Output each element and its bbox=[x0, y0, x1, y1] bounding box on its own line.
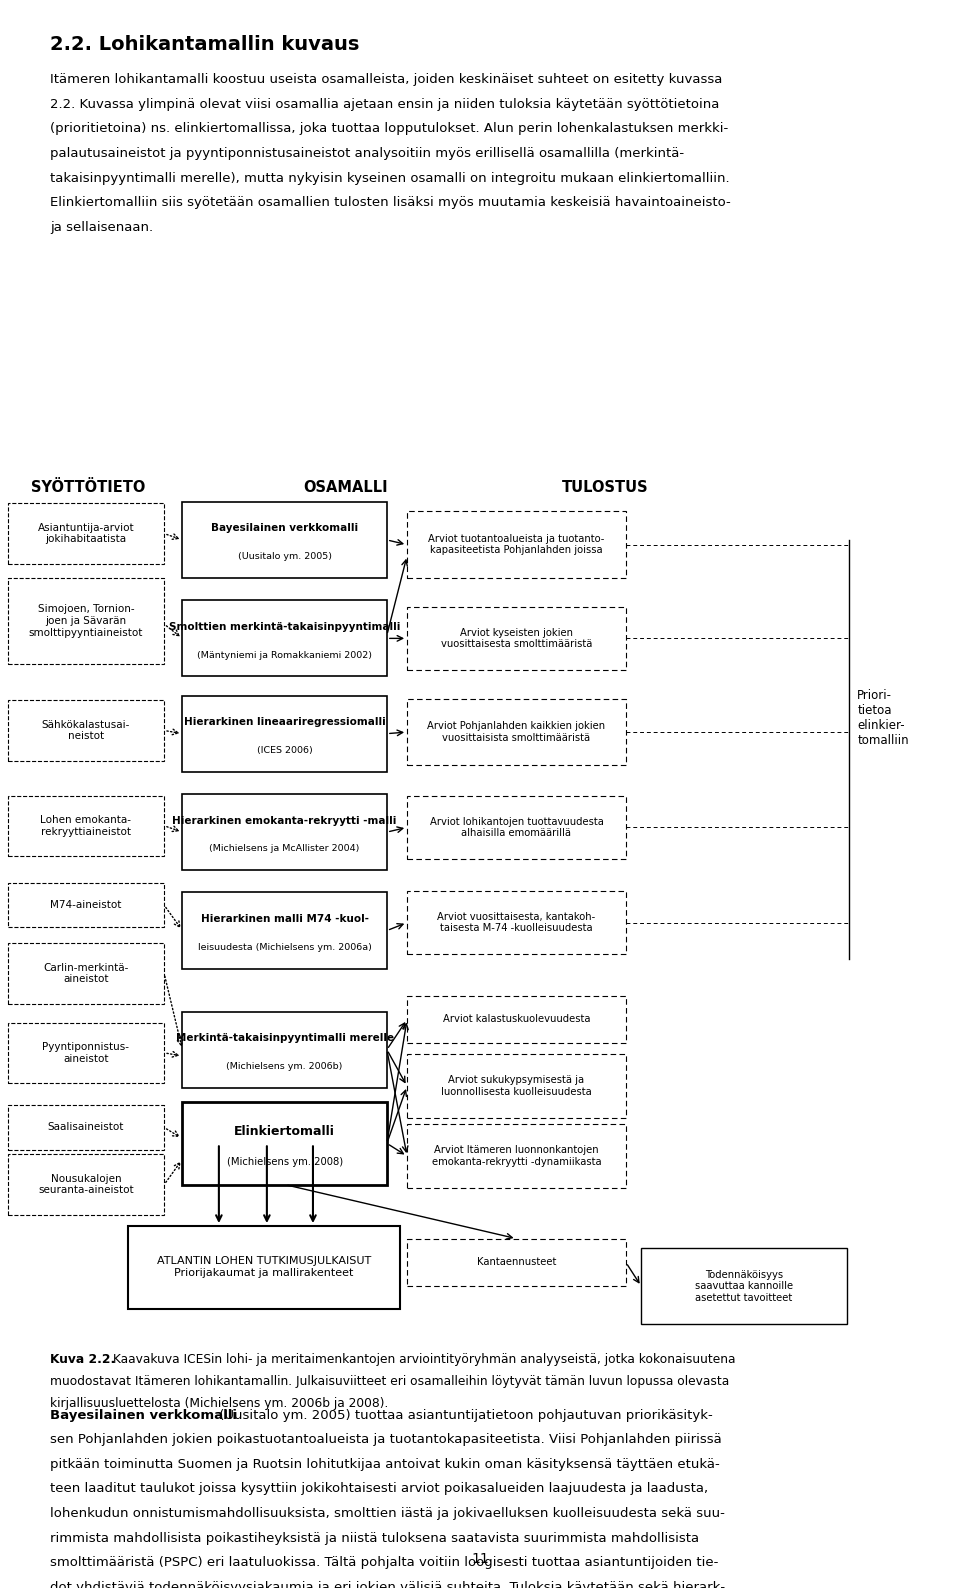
Text: Smolttien merkintä-takaisinpyyntimalli: Smolttien merkintä-takaisinpyyntimalli bbox=[169, 622, 400, 632]
FancyBboxPatch shape bbox=[407, 607, 626, 670]
Text: Priori-
tietoa
elinkier-
tomalliin: Priori- tietoa elinkier- tomalliin bbox=[857, 689, 909, 746]
Text: Elinkiertomalli: Elinkiertomalli bbox=[234, 1126, 335, 1139]
Text: (ICES 2006): (ICES 2006) bbox=[256, 746, 313, 754]
Text: kirjallisuusluettelosta (Michielsens ym. 2006b ja 2008).: kirjallisuusluettelosta (Michielsens ym.… bbox=[50, 1397, 388, 1410]
Text: (prioritietoina) ns. elinkiertomallissa, joka tuottaa lopputulokset. Alun perin : (prioritietoina) ns. elinkiertomallissa,… bbox=[50, 122, 729, 135]
FancyBboxPatch shape bbox=[182, 794, 387, 870]
Text: Saalisaineistot: Saalisaineistot bbox=[48, 1123, 124, 1132]
Text: Arviot sukukypsymisestä ja
luonnollisesta kuolleisuudesta: Arviot sukukypsymisestä ja luonnollisest… bbox=[441, 1075, 592, 1097]
Text: Arviot kyseisten jokien
vuosittaisesta smolttimääristä: Arviot kyseisten jokien vuosittaisesta s… bbox=[441, 627, 592, 649]
Text: Arviot kalastuskuolevuudesta: Arviot kalastuskuolevuudesta bbox=[443, 1015, 590, 1024]
FancyBboxPatch shape bbox=[8, 883, 164, 927]
Text: Arviot Pohjanlahden kaikkien jokien
vuosittaisista smolttimääristä: Arviot Pohjanlahden kaikkien jokien vuos… bbox=[427, 721, 606, 743]
Text: OSAMALLI: OSAMALLI bbox=[303, 480, 388, 495]
Text: Sähkökalastusai-
neistot: Sähkökalastusai- neistot bbox=[41, 719, 131, 742]
Text: ja sellaisenaan.: ja sellaisenaan. bbox=[50, 221, 153, 233]
Text: 2.2. Lohikantamallin kuvaus: 2.2. Lohikantamallin kuvaus bbox=[50, 35, 359, 54]
Text: pitkään toiminutta Suomen ja Ruotsin lohitutkijaa antoivat kukin oman käsityksen: pitkään toiminutta Suomen ja Ruotsin loh… bbox=[50, 1458, 720, 1470]
Text: leisuudesta (Michielsens ym. 2006a): leisuudesta (Michielsens ym. 2006a) bbox=[198, 943, 372, 951]
Text: Hierarkinen lineaariregressiomalli: Hierarkinen lineaariregressiomalli bbox=[183, 718, 386, 727]
Text: 11: 11 bbox=[471, 1553, 489, 1566]
Text: Nousukalojen
seuranta-aineistot: Nousukalojen seuranta-aineistot bbox=[38, 1174, 133, 1196]
FancyBboxPatch shape bbox=[641, 1248, 847, 1324]
FancyBboxPatch shape bbox=[182, 696, 387, 772]
Text: dot yhdistäviä todennäköisyysjakaumia ja eri jokien välisiä suhteita. Tuloksia k: dot yhdistäviä todennäköisyysjakaumia ja… bbox=[50, 1582, 725, 1588]
Text: Kaavakuva ICESin lohi- ja meritaimenkantojen arviointityöryhmän analyyseistä, jo: Kaavakuva ICESin lohi- ja meritaimenkant… bbox=[109, 1353, 736, 1366]
Text: sen Pohjanlahden jokien poikastuotantoalueista ja tuotantokapasiteetista. Viisi : sen Pohjanlahden jokien poikastuotantoal… bbox=[50, 1432, 722, 1447]
Text: Arviot tuotantoalueista ja tuotanto-
kapasiteetista Pohjanlahden joissa: Arviot tuotantoalueista ja tuotanto- kap… bbox=[428, 534, 605, 556]
Text: Bayesilainen verkkomalli: Bayesilainen verkkomalli bbox=[211, 524, 358, 534]
FancyBboxPatch shape bbox=[8, 1154, 164, 1215]
FancyBboxPatch shape bbox=[407, 1239, 626, 1286]
FancyBboxPatch shape bbox=[407, 511, 626, 578]
Text: Elinkiertomalliin siis syötetään osamallien tulosten lisäksi myös muutamia keske: Elinkiertomalliin siis syötetään osamall… bbox=[50, 195, 731, 210]
Text: Arviot Itämeren luonnonkantojen
emokanta-rekryytti -dynamiikasta: Arviot Itämeren luonnonkantojen emokanta… bbox=[432, 1145, 601, 1167]
Text: Kantaennusteet: Kantaennusteet bbox=[477, 1258, 556, 1267]
Text: rimmista mahdollisista poikastiheyksistä ja niistä tuloksena saatavista suurimmi: rimmista mahdollisista poikastiheyksistä… bbox=[50, 1531, 699, 1545]
Text: smolttimääristä (PSPC) eri laatuluokissa. Tältä pohjalta voitiin loogisesti tuot: smolttimääristä (PSPC) eri laatuluokissa… bbox=[50, 1556, 718, 1569]
Text: Asiantuntija-arviot
jokihabitaatista: Asiantuntija-arviot jokihabitaatista bbox=[37, 522, 134, 545]
Text: Kuva 2.2.: Kuva 2.2. bbox=[50, 1353, 115, 1366]
Text: Lohen emokanta-
rekryyttiaineistot: Lohen emokanta- rekryyttiaineistot bbox=[40, 815, 132, 837]
Text: palautusaineistot ja pyyntiponnistusaineistot analysoitiin myös erillisellä osam: palautusaineistot ja pyyntiponnistusaine… bbox=[50, 146, 684, 160]
Text: Todennäköisyys
saavuttaa kannoille
asetettut tavoitteet: Todennäköisyys saavuttaa kannoille asete… bbox=[695, 1270, 793, 1302]
FancyBboxPatch shape bbox=[407, 1124, 626, 1188]
Text: Carlin-merkintä-
aineistot: Carlin-merkintä- aineistot bbox=[43, 962, 129, 985]
Text: teen laaditut taulukot joissa kysyttiin jokikohtaisesti arviot poikasalueiden la: teen laaditut taulukot joissa kysyttiin … bbox=[50, 1483, 708, 1496]
FancyBboxPatch shape bbox=[128, 1226, 400, 1309]
Text: Simojoen, Tornion-
joen ja Sävarän
smolttipyyntiaineistot: Simojoen, Tornion- joen ja Sävarän smolt… bbox=[29, 605, 143, 637]
FancyBboxPatch shape bbox=[407, 996, 626, 1043]
FancyBboxPatch shape bbox=[8, 1105, 164, 1150]
Text: Bayesilainen verkkomalli: Bayesilainen verkkomalli bbox=[50, 1409, 237, 1421]
Text: ATLANTIN LOHEN TUTKIMUSJULKAISUT
Priorijakaumat ja mallirakenteet: ATLANTIN LOHEN TUTKIMUSJULKAISUT Priorij… bbox=[156, 1256, 372, 1278]
Text: (Michielsens ym. 2008): (Michielsens ym. 2008) bbox=[227, 1156, 343, 1167]
Text: Merkintä-takaisinpyyntimalli merelle: Merkintä-takaisinpyyntimalli merelle bbox=[176, 1034, 394, 1043]
FancyBboxPatch shape bbox=[8, 578, 164, 664]
FancyBboxPatch shape bbox=[407, 891, 626, 954]
FancyBboxPatch shape bbox=[8, 700, 164, 761]
FancyBboxPatch shape bbox=[8, 503, 164, 564]
Text: (Mäntyniemi ja Romakkaniemi 2002): (Mäntyniemi ja Romakkaniemi 2002) bbox=[197, 651, 372, 659]
FancyBboxPatch shape bbox=[182, 600, 387, 676]
Text: Pyyntiponnistus-
aineistot: Pyyntiponnistus- aineistot bbox=[42, 1042, 130, 1064]
Text: lohenkudun onnistumismahdollisuuksista, smolttien iästä ja jokivaelluksen kuolle: lohenkudun onnistumismahdollisuuksista, … bbox=[50, 1507, 725, 1520]
Text: Arviot vuosittaisesta, kantakoh-
taisesta M-74 -kuolleisuudesta: Arviot vuosittaisesta, kantakoh- taisest… bbox=[438, 912, 595, 934]
FancyBboxPatch shape bbox=[182, 502, 387, 578]
Text: (Michielsens ym. 2006b): (Michielsens ym. 2006b) bbox=[227, 1062, 343, 1070]
Text: muodostavat Itämeren lohikantamallin. Julkaisuviitteet eri osamalleihin löytyvät: muodostavat Itämeren lohikantamallin. Ju… bbox=[50, 1375, 730, 1388]
Text: (Michielsens ja McAllister 2004): (Michielsens ja McAllister 2004) bbox=[209, 845, 360, 853]
FancyBboxPatch shape bbox=[407, 796, 626, 859]
Text: Arviot lohikantojen tuottavuudesta
alhaisilla emomäärillä: Arviot lohikantojen tuottavuudesta alhai… bbox=[429, 816, 604, 838]
FancyBboxPatch shape bbox=[8, 1023, 164, 1083]
Text: TULOSTUS: TULOSTUS bbox=[562, 480, 648, 495]
FancyBboxPatch shape bbox=[182, 892, 387, 969]
Text: Hierarkinen malli M74 -kuol-: Hierarkinen malli M74 -kuol- bbox=[201, 915, 369, 924]
Text: Itämeren lohikantamalli koostuu useista osamalleista, joiden keskinäiset suhteet: Itämeren lohikantamalli koostuu useista … bbox=[50, 73, 722, 86]
Text: SYÖTTÖTIETO: SYÖTTÖTIETO bbox=[31, 480, 146, 495]
Text: (Uusitalo ym. 2005) tuottaa asiantuntijatietoon pohjautuvan priorikäsityk-: (Uusitalo ym. 2005) tuottaa asiantuntija… bbox=[215, 1409, 712, 1421]
FancyBboxPatch shape bbox=[407, 699, 626, 765]
FancyBboxPatch shape bbox=[182, 1012, 387, 1088]
FancyBboxPatch shape bbox=[8, 943, 164, 1004]
FancyBboxPatch shape bbox=[8, 796, 164, 856]
FancyBboxPatch shape bbox=[407, 1054, 626, 1118]
Text: (Uusitalo ym. 2005): (Uusitalo ym. 2005) bbox=[238, 553, 331, 561]
FancyBboxPatch shape bbox=[182, 1102, 387, 1185]
Text: Hierarkinen emokanta-rekryytti -malli: Hierarkinen emokanta-rekryytti -malli bbox=[173, 816, 396, 826]
Text: M74-aineistot: M74-aineistot bbox=[50, 900, 122, 910]
Text: 2.2. Kuvassa ylimpinä olevat viisi osamallia ajetaan ensin ja niiden tuloksia kä: 2.2. Kuvassa ylimpinä olevat viisi osama… bbox=[50, 98, 719, 111]
Text: takaisinpyyntimalli merelle), mutta nykyisin kyseinen osamalli on integroitu muk: takaisinpyyntimalli merelle), mutta nyky… bbox=[50, 172, 730, 184]
